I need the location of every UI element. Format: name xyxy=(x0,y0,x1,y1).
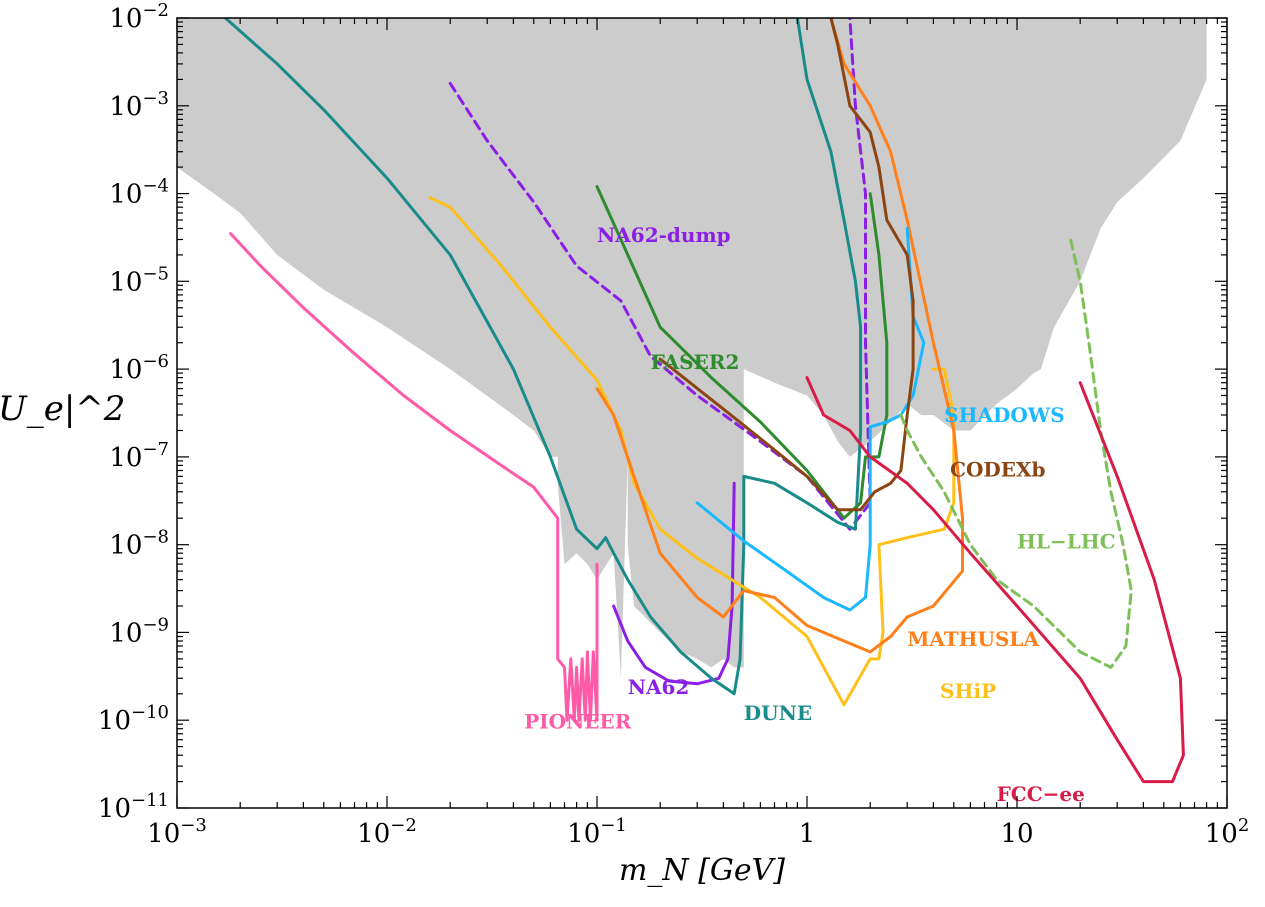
series-line-fcc-ee xyxy=(805,376,1185,784)
series-label-dune: DUNE xyxy=(744,701,812,725)
x-tick-label: 1 xyxy=(799,819,816,849)
y-tick-label: 10−4 xyxy=(109,176,169,210)
plot-frame xyxy=(176,17,1228,809)
series-label-codexb: CODEXb xyxy=(950,457,1045,481)
series-line-mathusla xyxy=(595,18,964,654)
series-line-ship xyxy=(428,196,956,707)
series-label-shadows: SHADOWS xyxy=(944,403,1065,427)
series-line-codexb xyxy=(658,18,915,512)
series-label-faser2: FASER2 xyxy=(651,350,740,374)
x-tick-label: 102 xyxy=(1205,815,1250,849)
y-tick-label: 10−6 xyxy=(109,351,169,385)
series-label-na62: NA62 xyxy=(628,675,690,699)
axis-ticks-layer: 10−3 10−2 10−1 1 10 10210−210−310−410−510−610… xyxy=(98,0,1249,849)
series-label-pioneer: PIONEER xyxy=(524,710,632,734)
series-label-hl-lhc: HL−LHC xyxy=(1017,530,1116,554)
series-label-fcc-ee: FCC−ee xyxy=(997,782,1085,806)
series-line-na62 xyxy=(612,481,736,686)
excluded-region-layer xyxy=(177,18,1207,679)
series-lines-layer xyxy=(223,18,1185,784)
series-line-dune xyxy=(223,18,863,696)
series-label-ship: SHiP xyxy=(940,679,996,703)
y-tick-label: 10−10 xyxy=(98,702,169,736)
y-axis-title: |U_e|^2 xyxy=(0,389,125,429)
series-label-na62-dump: NA62-dump xyxy=(597,223,731,247)
series-label-mathusla: MATHUSLA xyxy=(907,627,1039,651)
y-tick-label: 10−3 xyxy=(109,88,169,122)
x-axis-title: m_N [GeV] xyxy=(619,853,785,888)
x-tick-label: 10−3 xyxy=(147,815,207,849)
y-tick-label: 10−2 xyxy=(109,0,169,34)
x-tick-label: 10−1 xyxy=(567,815,627,849)
y-tick-label: 10−9 xyxy=(109,614,169,648)
y-tick-label: 10−7 xyxy=(109,439,169,473)
y-tick-label: 10−11 xyxy=(98,790,169,824)
series-labels-layer: PIONEER NA62 NA62-dump DUNE FASER2 SHiP MATHUS… xyxy=(524,223,1115,806)
series-line-hl-lhc xyxy=(899,238,1133,669)
excluded-region xyxy=(177,18,1207,679)
series-line-shadows xyxy=(695,227,926,612)
series-line-pioneer xyxy=(229,232,599,722)
series-line-na62-dump xyxy=(448,18,872,531)
x-tick-label: 10 xyxy=(1000,819,1033,849)
x-tick-label: 10−2 xyxy=(357,815,417,849)
y-tick-label: 10−5 xyxy=(109,263,169,297)
y-tick-label: 10−8 xyxy=(109,527,169,561)
